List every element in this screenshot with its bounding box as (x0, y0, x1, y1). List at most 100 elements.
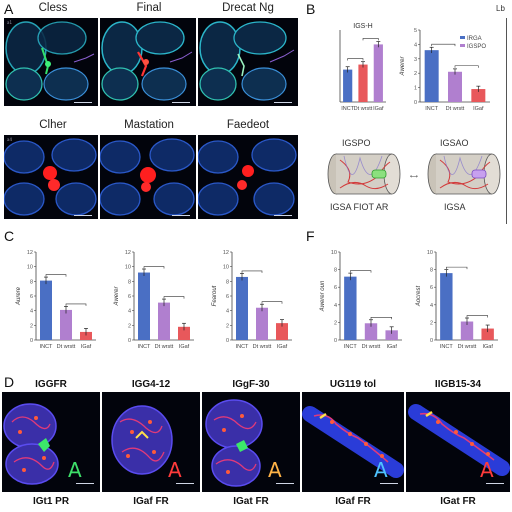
x-tick-label: IGaf (277, 344, 288, 350)
y-tick-label: 2 (128, 323, 131, 329)
y-tick-label: 8 (226, 279, 229, 285)
panelD-footer-2: IGaf FR (133, 496, 169, 507)
bar (481, 328, 494, 340)
y-tick-label: 2 (414, 71, 417, 77)
y-tick-label: 12 (223, 250, 229, 256)
y-tick-label: 6 (226, 294, 229, 300)
bar (60, 309, 72, 340)
scale-bar (176, 483, 194, 484)
bar (236, 276, 248, 340)
y-tick-label: 2 (430, 320, 433, 326)
y-tick-label: 0 (128, 338, 131, 344)
panelA-title-6: Faedeot (226, 119, 270, 131)
panel-letter-d: D (4, 374, 15, 390)
panelD-image-3: A (202, 392, 300, 492)
exchange-arrow: ⟷ (410, 174, 419, 180)
panelD-title-4: UG119 tol (329, 379, 377, 390)
bar (440, 273, 453, 340)
channel-letter-5: A (480, 458, 494, 482)
cell-image-svg (5, 21, 95, 101)
y-tick-label: 8 (128, 279, 131, 285)
significance-bracket (45, 274, 67, 277)
cyl-bottom-left-label: IGSA FIOT AR (330, 202, 389, 212)
panelA-title-4: Clher (39, 119, 67, 131)
significance-bracket (454, 65, 479, 68)
scale-bar (74, 102, 92, 103)
bar (373, 44, 383, 102)
chart-C2: 0 2 4 6 8 10 12 Awerer INCT Dt wrstt IGaf (112, 240, 198, 362)
y-tick-label: 10 (427, 250, 433, 256)
bar (80, 331, 92, 340)
x-tick-label: Dt wrstt (253, 344, 272, 350)
chart-svg: 0 2 4 6 8 10 12 Awerer INCT Dt wrstt IGaf (114, 250, 194, 350)
panelD-title-1: IGGFR (35, 379, 67, 390)
chart-svg: 0 2 4 6 8 10 Aocrest INCT Dt wrstt IGaf (416, 250, 498, 350)
y-tick-label: 0 (430, 338, 433, 344)
cyl-bottom-right-label: IGSA (444, 202, 466, 212)
bar (178, 326, 190, 340)
y-tick-label: 4 (226, 309, 229, 315)
panelA-image-3 (198, 18, 298, 106)
x-tick-label: INCT (138, 344, 151, 350)
membrane-diagram: ⟷ (327, 153, 501, 195)
panelA-image-1: a1 (4, 18, 98, 106)
x-tick-label: Dt wrstt (155, 344, 174, 350)
fluor-image-svg (205, 399, 263, 487)
cell-image-svg (101, 21, 193, 101)
panelD-title-5: IIGB15-34 (434, 379, 482, 390)
significance-bracket (362, 38, 379, 41)
y-tick-label: 2 (334, 320, 337, 326)
panelA-title-2: Final (136, 2, 162, 14)
y-tick-label: 10 (27, 265, 33, 271)
legend-label: IGSPO (467, 44, 486, 50)
y-tick-label: 10 (223, 265, 229, 271)
chart-F1: 0 2 4 6 8 10 Awerer oun INCT Dt wrstt IGaf (318, 240, 406, 362)
y-axis-label: Awerer (400, 56, 406, 77)
scale-bar (74, 215, 92, 216)
x-tick-label: Dt wrstt (446, 106, 465, 112)
chart-title: IGS-H (353, 23, 372, 30)
x-tick-label: Dt wrstt (362, 344, 381, 350)
y-tick-label: 6 (430, 285, 433, 291)
significance-bracket (431, 43, 456, 47)
bar (364, 323, 378, 340)
panel-letter-f: F (306, 228, 315, 244)
bar (471, 89, 486, 102)
panelA-image-5 (100, 135, 196, 219)
scale-bar (380, 483, 398, 484)
panelA-title-1: Cless (38, 2, 68, 14)
y-tick-label: 4 (128, 309, 131, 315)
significance-bracket (370, 316, 392, 320)
significance-bracket (163, 296, 185, 299)
x-tick-label: IGaf (81, 344, 92, 350)
cell-image-svg (198, 138, 297, 216)
corner-mark: a1 (7, 20, 12, 25)
bar (256, 307, 268, 340)
fluor-image-svg (408, 404, 510, 476)
y-tick-label: 10 (125, 265, 131, 271)
x-tick-label: INCT (236, 344, 249, 350)
y-axis-label: Fearout (212, 285, 218, 306)
panelD-footer-1: IGt1 PR (32, 496, 70, 507)
y-tick-label: 4 (30, 309, 33, 315)
y-tick-label: 1 (414, 86, 417, 92)
y-tick-label: 12 (27, 250, 33, 256)
chart-B1: IGS-H INCT Dt wrstt IGaf (318, 18, 390, 124)
y-tick-label: 4 (334, 303, 337, 309)
scale-bar (172, 215, 190, 216)
panel-letter-a: A (4, 1, 14, 17)
significance-bracket (347, 58, 364, 61)
y-tick-label: 2 (226, 323, 229, 329)
y-tick-label: 6 (128, 294, 131, 300)
bar (344, 276, 357, 340)
channel-letter-3: A (268, 458, 282, 482)
significance-bracket (65, 303, 87, 306)
panelA-image-6 (198, 135, 298, 219)
chart-C1: 0 2 4 6 8 10 12 Aurere INCT Dt wrstt IGaf (14, 240, 100, 362)
channel-letter-4: A (374, 458, 388, 482)
x-tick-label: IGaf (373, 106, 384, 112)
cyl-left-label: IGSPO (342, 138, 371, 148)
significance-bracket (261, 301, 283, 304)
bar (343, 69, 353, 102)
scale-bar (486, 483, 504, 484)
